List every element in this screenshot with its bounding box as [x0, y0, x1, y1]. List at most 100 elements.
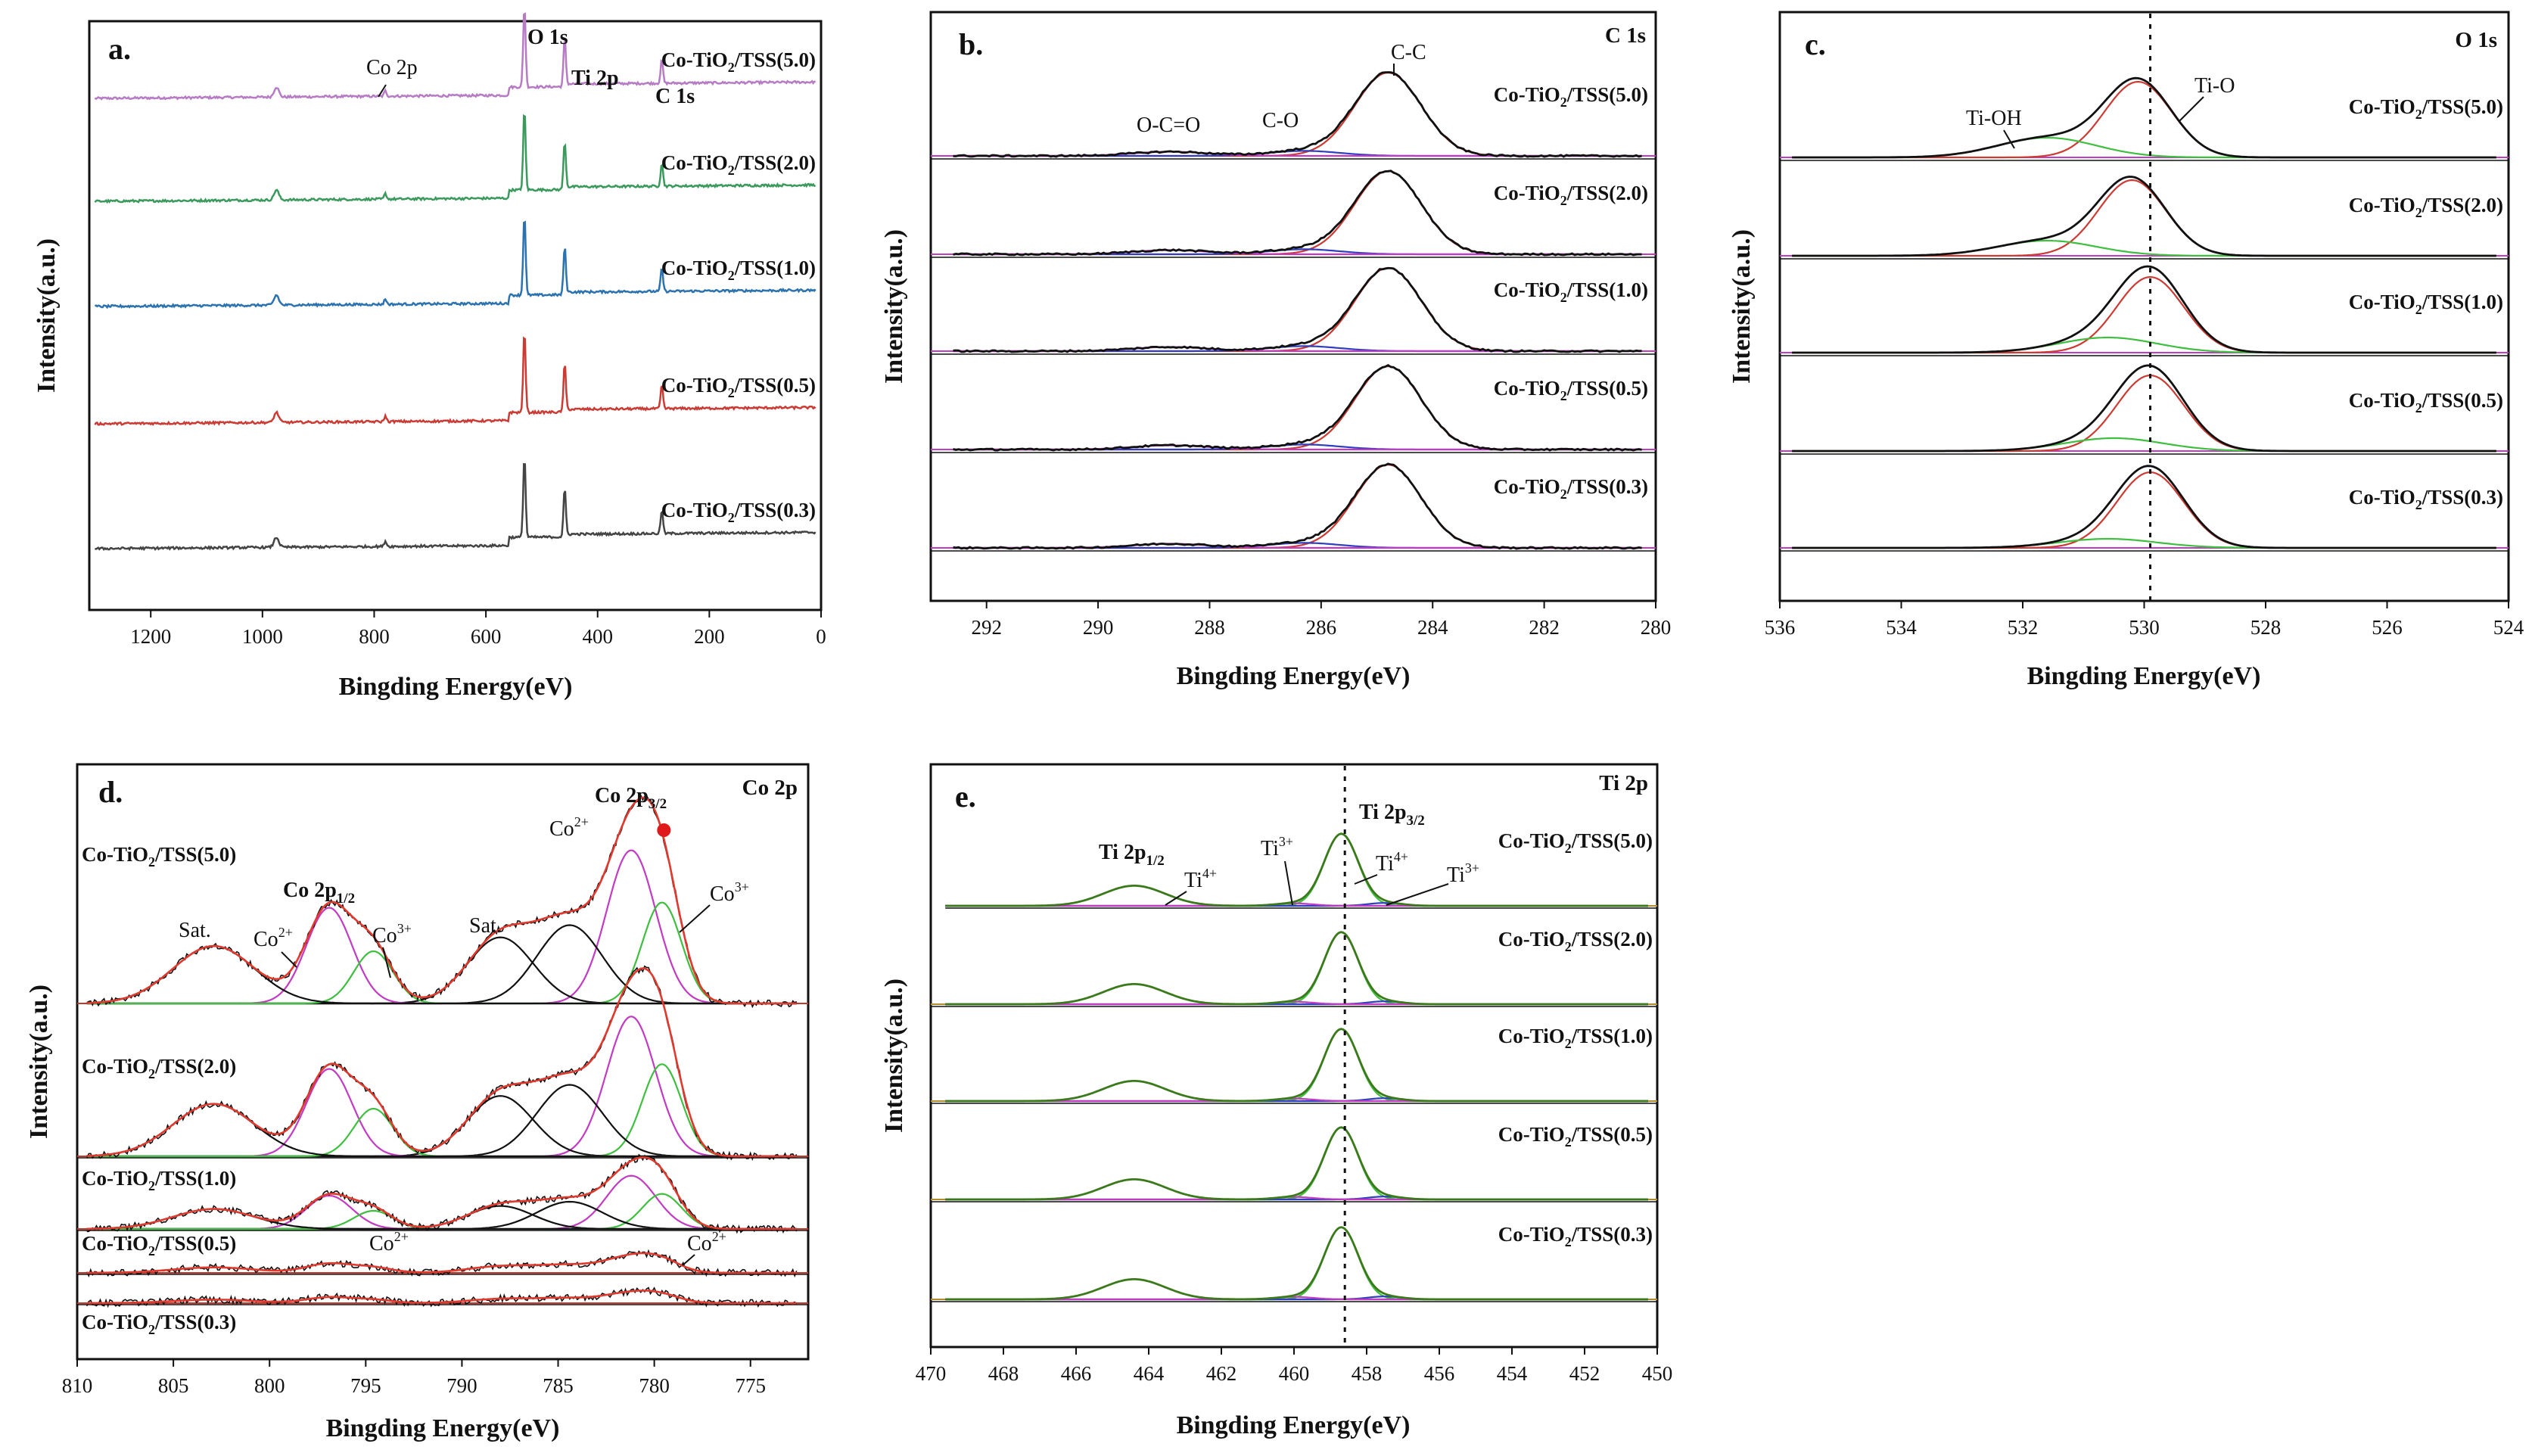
- panel-a-xtick-label: 200: [694, 625, 725, 648]
- panel-d-peak-marker: [657, 823, 671, 837]
- label-co2p12-sub: 1/2: [337, 891, 355, 907]
- label-co3plus-b-sup: 3+: [397, 921, 412, 936]
- o1s-component-0: [1792, 179, 2496, 257]
- panel-e-sample-label-tail: /TSS(0.3): [1571, 1223, 1653, 1246]
- label-co2plus-a: Co2+: [549, 814, 589, 841]
- label-co3plus-a: Co3+: [710, 879, 749, 906]
- panel-e-sample-label-tail: /TSS(2.0): [1571, 928, 1653, 950]
- label-sat-b: Sat.: [469, 914, 502, 938]
- pointer-ti3plus-a: [1284, 860, 1293, 906]
- survey-series-label: Co-TiO2/TSS(5.0): [661, 48, 816, 75]
- panel-a: 1200 1000 800 600 400 200 0 a. Bingding Energy…: [33, 12, 826, 701]
- ti2p-envelope: [945, 1226, 1648, 1301]
- peak-label-co2p: Co 2p: [366, 56, 418, 79]
- panel-d-xtick-label: 795: [350, 1374, 381, 1397]
- panel-b-xtick-label: 286: [1306, 616, 1337, 639]
- pointer-co2plus-d: [682, 1254, 695, 1266]
- panel-d-sample-label-sub: 2: [148, 1178, 155, 1193]
- label-co2p32-sub: 3/2: [649, 796, 667, 812]
- panel-b-sample-label: Co-TiO2/TSS(2.0): [1494, 182, 1648, 208]
- panel-d-sample-label-tail: /TSS(2.0): [154, 1055, 236, 1078]
- label-co2plus-d-sup: 2+: [712, 1229, 726, 1244]
- label-ti3plus-b: Ti3+: [1447, 860, 1479, 887]
- panel-b-sample-label-sub: 2: [1560, 290, 1567, 305]
- pointer-ti-o: [2179, 96, 2204, 122]
- survey-series-label-sub: 2: [728, 268, 735, 283]
- panel-e-xtick-label: 452: [1569, 1362, 1600, 1385]
- panel-b-xtick-label: 290: [1083, 616, 1114, 639]
- peak-pointer-co2p: [378, 84, 387, 98]
- panel-e-xtick-label: 450: [1642, 1362, 1673, 1385]
- label-co2plus-b-main: Co: [254, 928, 278, 951]
- panel-b-sample-label-main: Co-TiO: [1494, 377, 1560, 400]
- panel-e-label: e.: [955, 779, 976, 814]
- panel-c-sample-label: Co-TiO2/TSS(0.5): [2349, 389, 2503, 415]
- c1s-envelope: [953, 266, 1642, 353]
- co2p-raw: [86, 793, 798, 1009]
- panel-d-sample-label-main: Co-TiO: [82, 1055, 148, 1078]
- label-co3plus-b-main: Co: [372, 924, 397, 947]
- label-ti4plus-b-main: Ti: [1376, 852, 1394, 876]
- panel-a-series-labels: Co-TiO2/TSS(5.0)Co-TiO2/TSS(2.0)Co-TiO2/…: [661, 48, 816, 525]
- panel-d-xtick-label: 800: [254, 1374, 285, 1397]
- label-co2plus-a-main: Co: [549, 817, 574, 841]
- survey-series-label-sub: 2: [728, 60, 735, 75]
- label-co2plus-c: Co2+: [369, 1229, 409, 1255]
- panel-a-ylabel: Intensity(a.u.): [33, 238, 61, 393]
- label-o-c-o: O-C=O: [1137, 114, 1200, 137]
- o1s-component-1: [1792, 336, 2496, 354]
- panel-b-sample-label-main: Co-TiO: [1494, 182, 1560, 204]
- panel-e-sample-label-main: Co-TiO: [1498, 829, 1565, 852]
- panel-b-sample-label-sub: 2: [1560, 487, 1567, 502]
- survey-series-label: Co-TiO2/TSS(2.0): [661, 151, 816, 178]
- panel-b-sample-label-tail: /TSS(5.0): [1566, 83, 1648, 106]
- label-ti-oh: Ti-OH: [1966, 107, 2022, 130]
- panel-b-xtick-label: 288: [1194, 616, 1225, 639]
- panel-b-sample-label-tail: /TSS(0.5): [1566, 377, 1648, 400]
- label-co2plus-a-sup: 2+: [574, 814, 589, 829]
- panel-c-sample-label: Co-TiO2/TSS(1.0): [2349, 291, 2503, 317]
- panel-e-ylabel: Intensity(a.u.): [880, 978, 908, 1133]
- survey-line-3: [94, 336, 817, 426]
- panel-a-curves: [94, 12, 817, 552]
- survey-series-label-tail: /TSS(1.0): [734, 257, 816, 279]
- panel-d-sample-label-sub: 2: [148, 1322, 155, 1337]
- panel-c-sample-label-tail: /TSS(0.5): [2422, 389, 2503, 412]
- panel-a-xtick-label: 0: [816, 625, 826, 648]
- panel-b-sample-label-sub: 2: [1560, 193, 1567, 208]
- label-c-o: C-O: [1262, 109, 1299, 132]
- panel-b-xtick-label: 292: [971, 616, 1002, 639]
- ti2p-envelope: [945, 1126, 1648, 1201]
- label-co3plus-b: Co3+: [372, 921, 412, 947]
- panel-d-sample-label: Co-TiO2/TSS(5.0): [82, 843, 236, 870]
- peak-label-c1s: C 1s: [655, 85, 695, 108]
- panel-b-sample-label-main: Co-TiO: [1494, 278, 1560, 301]
- panel-b-xtick-label: 282: [1529, 616, 1560, 639]
- panel-c-sample-label-sub: 2: [2415, 205, 2422, 220]
- co2p-component-3: [86, 1095, 797, 1158]
- panel-e-xtick-label: 468: [988, 1362, 1019, 1385]
- panel-d-sample-label-sub: 2: [148, 1243, 155, 1258]
- o1s-envelope: [1792, 364, 2496, 453]
- panel-e-sample-label: Co-TiO2/TSS(0.3): [1498, 1223, 1653, 1249]
- panel-d-xtick-label: 785: [543, 1374, 574, 1397]
- panel-b-sample-label-tail: /TSS(1.0): [1566, 278, 1648, 301]
- panel-d-label: d.: [98, 775, 123, 809]
- panel-e-xtick-label: 460: [1279, 1362, 1310, 1385]
- panel-e-sample-label-sub: 2: [1565, 841, 1572, 856]
- label-ti2p12: Ti 2p1/2: [1099, 841, 1165, 869]
- label-co2p12-main: Co 2p: [283, 879, 337, 902]
- panel-c-plot: Co-TiO2/TSS(5.0)Co-TiO2/TSS(2.0)Co-TiO2/…: [1765, 14, 2524, 639]
- survey-line-2: [95, 220, 817, 310]
- pointer-co3plus-b: [382, 947, 391, 978]
- panel-e-sample-label-sub: 2: [1565, 1234, 1572, 1249]
- label-ti2p12-main: Ti 2p: [1099, 841, 1146, 864]
- panel-c-sample-label: Co-TiO2/TSS(0.3): [2349, 486, 2503, 512]
- panel-e-xtick-label: 454: [1497, 1362, 1528, 1385]
- panel-c-title: O 1s: [2455, 28, 2497, 52]
- panel-d-sample-label: Co-TiO2/TSS(0.5): [82, 1232, 236, 1258]
- panel-a-xtick-label: 800: [359, 625, 390, 648]
- panel-c-sample-label-main: Co-TiO: [2349, 95, 2415, 118]
- o1s-component-1: [1792, 537, 2496, 549]
- label-co2plus-b: Co2+: [254, 925, 293, 951]
